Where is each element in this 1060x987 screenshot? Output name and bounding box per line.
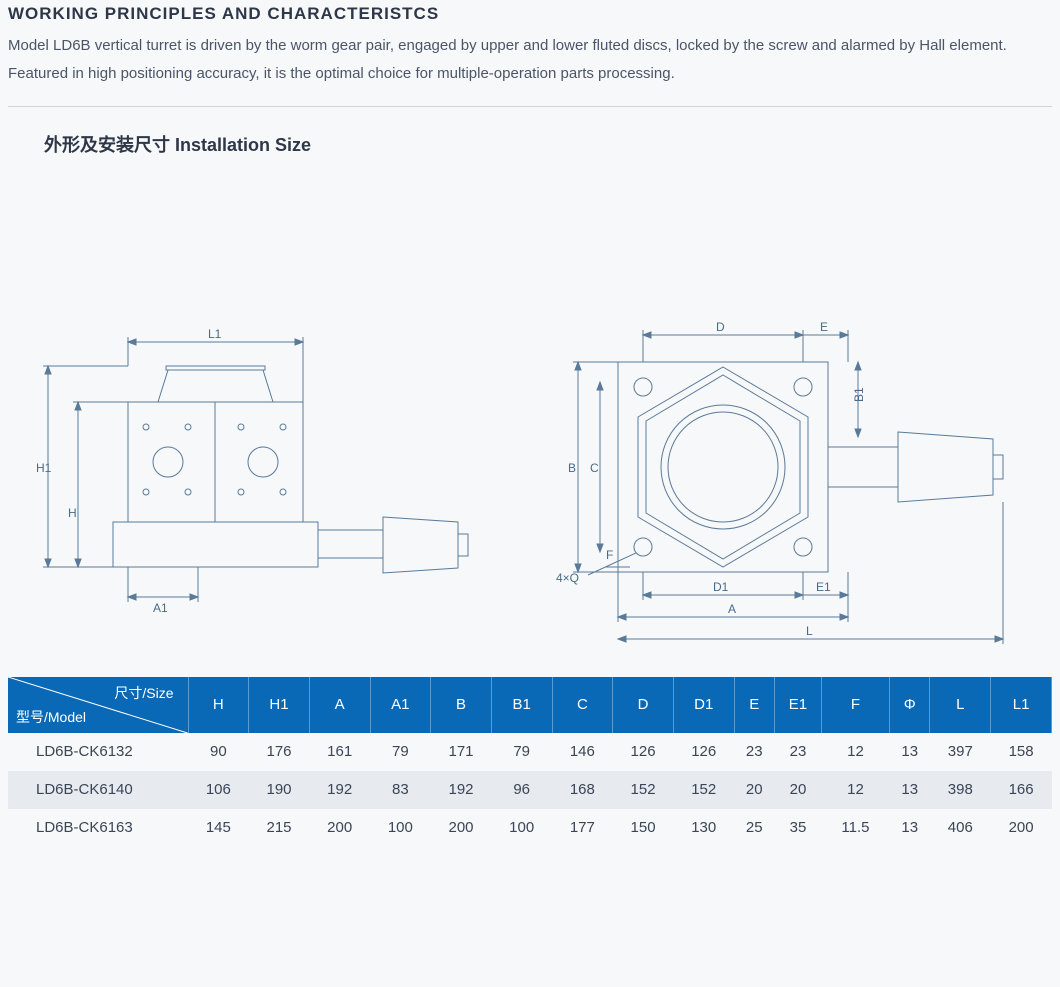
divider: [8, 106, 1052, 107]
top-view-drawing: D E B C B1 F 4×Q D1 E1 A L: [548, 307, 1060, 667]
table-col-header: H1: [249, 677, 310, 733]
model-cell: LD6B-CK6140: [8, 771, 188, 809]
value-cell: 145: [188, 809, 249, 847]
size-axis-label: 尺寸/Size: [114, 683, 173, 703]
value-cell: 398: [930, 771, 991, 809]
table-col-header: B1: [491, 677, 552, 733]
value-cell: 192: [309, 771, 370, 809]
value-cell: 158: [991, 733, 1052, 771]
dim-label-d1: D1: [713, 580, 729, 594]
dim-label-l1: L1: [208, 327, 222, 341]
table-col-header: D1: [673, 677, 734, 733]
dim-label-a1: A1: [153, 601, 168, 615]
table-row: LD6B-CK614010619019283192961681521522020…: [8, 771, 1052, 809]
table-body: LD6B-CK613290176161791717914612612623231…: [8, 733, 1052, 847]
value-cell: 177: [552, 809, 613, 847]
value-cell: 11.5: [821, 809, 889, 847]
value-cell: 200: [991, 809, 1052, 847]
dim-label-l: L: [806, 624, 813, 638]
table-row: LD6B-CK616314521520010020010017715013025…: [8, 809, 1052, 847]
dim-label-f: F: [606, 548, 613, 562]
value-cell: 79: [491, 733, 552, 771]
table-col-header: L1: [991, 677, 1052, 733]
model-cell: LD6B-CK6132: [8, 733, 188, 771]
table-header-row: 尺寸/Size 型号/Model HH1AA1BB1CDD1EE1FΦLL1: [8, 677, 1052, 733]
value-cell: 23: [734, 733, 774, 771]
dim-label-e: E: [820, 320, 828, 334]
value-cell: 25: [734, 809, 774, 847]
table-col-header: H: [188, 677, 249, 733]
table-row: LD6B-CK613290176161791717914612612623231…: [8, 733, 1052, 771]
dim-label-b1: B1: [852, 386, 866, 401]
value-cell: 13: [890, 809, 930, 847]
dim-label-d: D: [716, 320, 725, 334]
table-col-header: F: [821, 677, 889, 733]
dim-label-e1: E1: [816, 580, 831, 594]
value-cell: 96: [491, 771, 552, 809]
dim-label-c: C: [590, 461, 599, 475]
value-cell: 13: [890, 771, 930, 809]
value-cell: 192: [431, 771, 492, 809]
value-cell: 106: [188, 771, 249, 809]
value-cell: 161: [309, 733, 370, 771]
value-cell: 100: [370, 809, 431, 847]
dim-label-b: B: [568, 461, 576, 475]
table-col-header: B: [431, 677, 492, 733]
value-cell: 12: [821, 771, 889, 809]
value-cell: 200: [309, 809, 370, 847]
table-col-header: A: [309, 677, 370, 733]
value-cell: 20: [775, 771, 822, 809]
value-cell: 171: [431, 733, 492, 771]
description-paragraph: Model LD6B vertical turret is driven by …: [8, 32, 1052, 88]
dim-label-a: A: [728, 602, 736, 616]
value-cell: 146: [552, 733, 613, 771]
value-cell: 406: [930, 809, 991, 847]
section-heading: WORKING PRINCIPLES AND CHARACTERISTCS: [8, 4, 1052, 24]
value-cell: 35: [775, 809, 822, 847]
value-cell: 215: [249, 809, 310, 847]
specification-table-container: 尺寸/Size 型号/Model HH1AA1BB1CDD1EE1FΦLL1 L…: [8, 677, 1052, 847]
model-axis-label: 型号/Model: [16, 707, 86, 727]
table-corner-cell: 尺寸/Size 型号/Model: [8, 677, 188, 733]
value-cell: 190: [249, 771, 310, 809]
value-cell: 130: [673, 809, 734, 847]
value-cell: 152: [673, 771, 734, 809]
table-col-header: E1: [775, 677, 822, 733]
value-cell: 176: [249, 733, 310, 771]
technical-drawings: L1 H1 H A1: [8, 167, 1052, 677]
specification-table: 尺寸/Size 型号/Model HH1AA1BB1CDD1EE1FΦLL1 L…: [8, 677, 1052, 847]
value-cell: 152: [613, 771, 674, 809]
installation-size-heading: 外形及安装尺寸 Installation Size: [44, 131, 1052, 157]
table-col-header: L: [930, 677, 991, 733]
dim-label-h: H: [68, 506, 77, 520]
value-cell: 168: [552, 771, 613, 809]
value-cell: 200: [431, 809, 492, 847]
value-cell: 90: [188, 733, 249, 771]
table-col-header: D: [613, 677, 674, 733]
table-col-header: Φ: [890, 677, 930, 733]
dim-label-4xq: 4×Q: [556, 571, 579, 585]
side-view-drawing: L1 H1 H A1: [18, 322, 498, 652]
value-cell: 166: [991, 771, 1052, 809]
value-cell: 126: [673, 733, 734, 771]
dim-label-h1: H1: [36, 461, 52, 475]
value-cell: 397: [930, 733, 991, 771]
value-cell: 79: [370, 733, 431, 771]
value-cell: 126: [613, 733, 674, 771]
value-cell: 83: [370, 771, 431, 809]
value-cell: 12: [821, 733, 889, 771]
value-cell: 100: [491, 809, 552, 847]
model-cell: LD6B-CK6163: [8, 809, 188, 847]
value-cell: 13: [890, 733, 930, 771]
table-col-header: C: [552, 677, 613, 733]
table-col-header: A1: [370, 677, 431, 733]
value-cell: 20: [734, 771, 774, 809]
value-cell: 23: [775, 733, 822, 771]
table-col-header: E: [734, 677, 774, 733]
value-cell: 150: [613, 809, 674, 847]
